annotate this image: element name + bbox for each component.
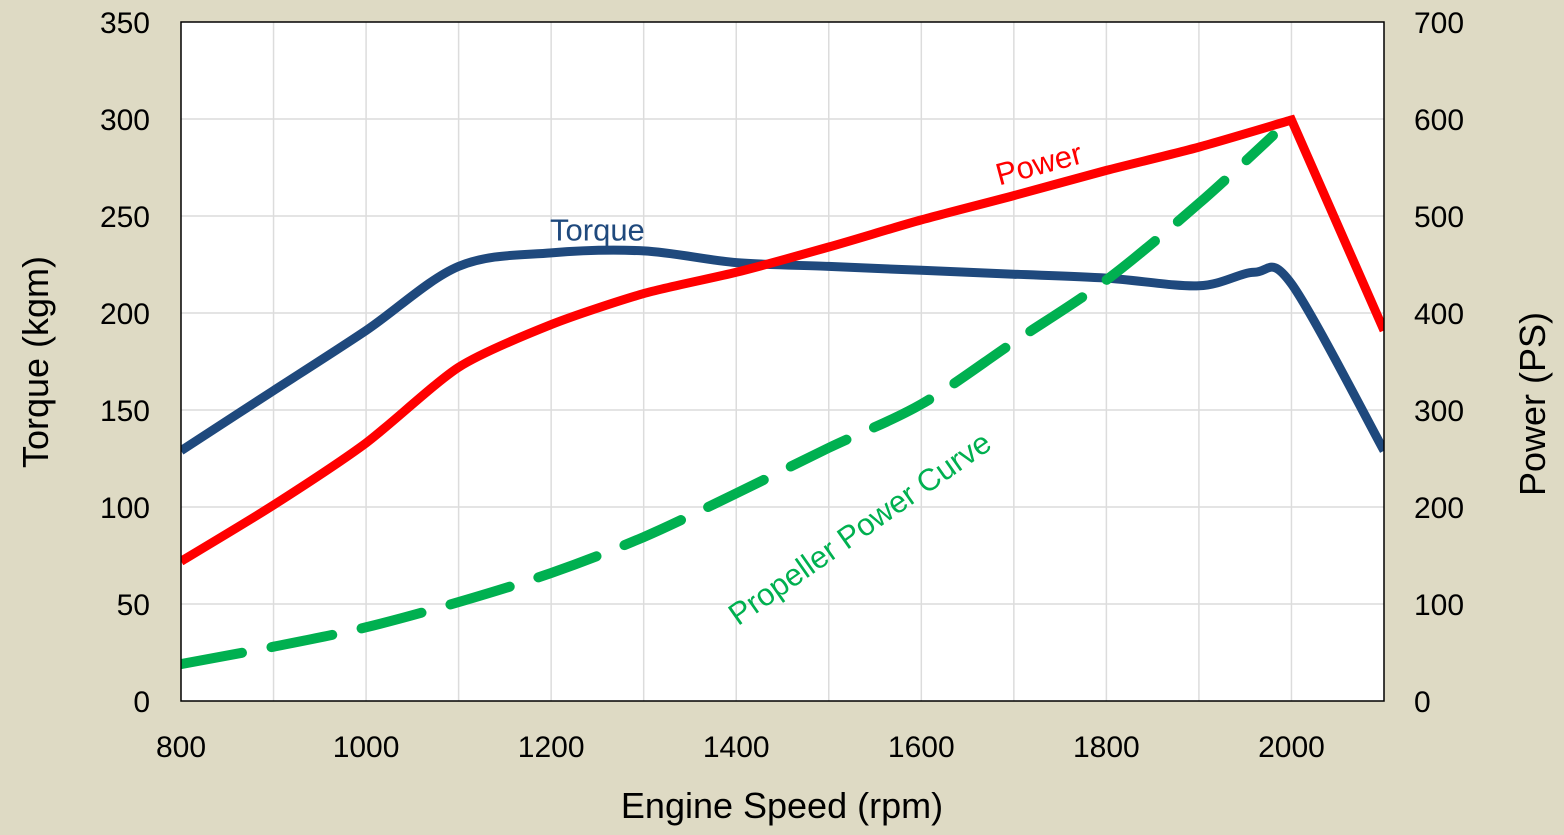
power-line	[181, 114, 1384, 566]
x-tick-label: 1000	[333, 731, 400, 764]
right-y-tick-label: 400	[1414, 298, 1464, 331]
plot-background	[181, 22, 1384, 701]
left-y-tick-label: 250	[100, 201, 150, 234]
right-y-axis-ticks: 0 100 200 300 400 500 600 700	[1414, 7, 1464, 719]
plot-border	[180, 21, 1385, 702]
torque-label: Torque	[550, 212, 645, 247]
left-y-tick-label: 350	[100, 7, 150, 40]
left-y-tick-label: 50	[117, 589, 150, 622]
right-y-tick-label: 700	[1414, 7, 1464, 40]
right-y-tick-label: 200	[1414, 492, 1464, 525]
left-y-axis-ticks: 0 50 100 150 200 250 300 350	[100, 7, 150, 719]
right-y-tick-label: 100	[1414, 589, 1464, 622]
x-tick-label: 1200	[518, 731, 585, 764]
right-y-axis-title: Power (PS)	[1512, 312, 1553, 496]
series-group	[181, 114, 1384, 670]
gridlines	[181, 22, 1384, 701]
x-axis-title: Engine Speed (rpm)	[621, 785, 943, 826]
propeller-power-curve-line	[181, 130, 1278, 670]
left-y-axis-title: Torque (kgm)	[15, 256, 56, 468]
left-y-tick-label: 100	[100, 492, 150, 525]
x-tick-label: 1400	[703, 731, 770, 764]
right-y-tick-label: 600	[1414, 104, 1464, 137]
x-tick-label: 1600	[888, 731, 955, 764]
x-tick-label: 800	[156, 731, 206, 764]
x-tick-label: 2000	[1258, 731, 1325, 764]
left-y-tick-label: 300	[100, 104, 150, 137]
x-axis-ticks: 800 1000 1200 1400 1600 1800 2000	[156, 731, 1325, 764]
right-y-tick-label: 500	[1414, 201, 1464, 234]
right-y-tick-label: 0	[1414, 686, 1431, 719]
x-tick-label: 1800	[1073, 731, 1140, 764]
left-y-tick-label: 200	[100, 298, 150, 331]
right-y-tick-label: 300	[1414, 395, 1464, 428]
torque-line	[181, 245, 1384, 455]
left-y-tick-label: 0	[133, 686, 150, 719]
left-y-tick-label: 150	[100, 395, 150, 428]
